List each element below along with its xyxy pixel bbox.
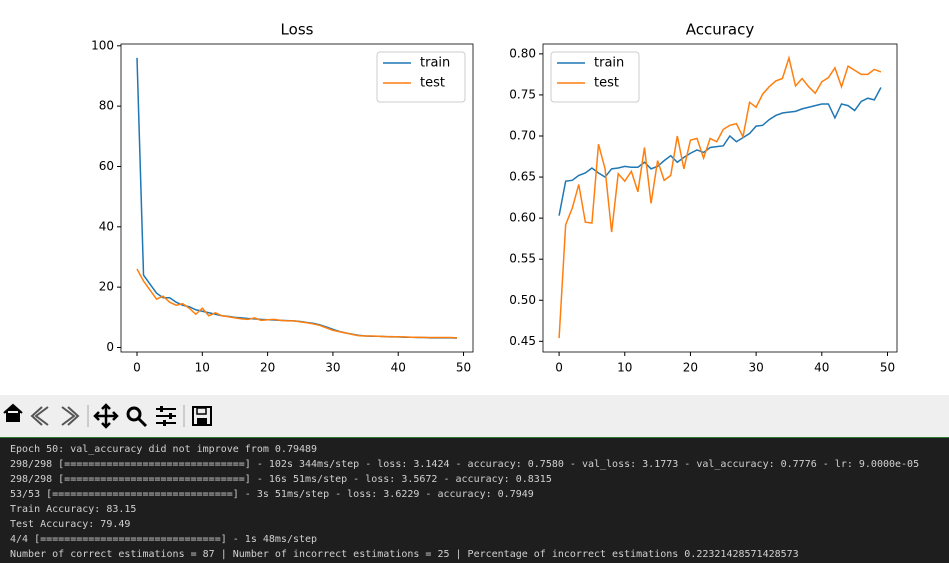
y-tick-label: 0.75 [509, 87, 536, 101]
terminal-line: Epoch 50: val_accuracy did not improve f… [10, 444, 318, 455]
y-tick-label: 100 [91, 38, 114, 52]
legend-label: test [420, 76, 445, 91]
x-tick-label: 40 [391, 361, 406, 375]
terminal-line: 53/53 [==============================] -… [10, 489, 534, 500]
x-tick-label: 30 [325, 361, 340, 375]
terminal-line: 298/298 [==============================]… [10, 474, 552, 485]
x-tick-label: 0 [555, 361, 563, 375]
forward-button[interactable] [61, 406, 80, 426]
x-tick-label: 30 [748, 361, 763, 375]
terminal-line: Train Accuracy: 83.15 [10, 504, 137, 515]
y-tick-label: 0 [106, 340, 114, 354]
home-button[interactable] [3, 403, 23, 422]
y-tick-label: 0.80 [509, 46, 536, 60]
x-tick-label: 20 [260, 361, 275, 375]
x-tick-label: 40 [814, 361, 829, 375]
legend-label: train [420, 56, 450, 71]
y-tick-label: 0.65 [509, 170, 536, 184]
x-tick-label: 50 [456, 361, 471, 375]
y-tick-label: 0.45 [509, 334, 536, 348]
terminal-line: 4/4 [==============================] - 1… [10, 534, 318, 545]
y-tick-label: 60 [99, 159, 114, 173]
y-tick-label: 0.50 [509, 293, 536, 307]
y-tick-label: 40 [99, 219, 114, 233]
y-tick-label: 0.70 [509, 128, 536, 142]
toolbar [0, 395, 949, 437]
legend-box [550, 51, 640, 103]
y-tick-label: 0.55 [509, 252, 536, 266]
zoom-button[interactable] [126, 406, 148, 428]
x-tick-label: 50 [880, 361, 895, 375]
x-tick-label: 10 [195, 361, 210, 375]
y-tick-label: 80 [99, 99, 114, 113]
save-button[interactable] [192, 406, 212, 426]
legend-label: test [594, 76, 619, 91]
plot-frame [120, 43, 474, 353]
plot-frame [542, 43, 898, 353]
terminal-line: Test Accuracy: 79.49 [10, 519, 131, 530]
terminal-line: Number of correct estimations = 87 | Num… [10, 549, 799, 560]
line-series [558, 55, 882, 339]
y-tick-label: 0.60 [509, 211, 536, 225]
pan-button[interactable] [93, 403, 119, 429]
legend: train test [550, 51, 640, 103]
chart-title: Accuracy [686, 21, 755, 39]
configure-button[interactable] [156, 406, 176, 426]
terminal-line: 298/298 [==============================]… [10, 459, 920, 470]
line-series [558, 87, 882, 216]
legend: train test [376, 51, 466, 103]
y-tick-label: 20 [99, 280, 114, 294]
back-button[interactable] [30, 406, 49, 426]
legend-label: train [594, 56, 624, 71]
chart-title: Loss [281, 21, 314, 39]
terminal: Epoch 50: val_accuracy did not improve f… [0, 437, 949, 563]
x-tick-label: 10 [617, 361, 632, 375]
line-series [136, 268, 458, 339]
x-tick-label: 0 [133, 361, 141, 375]
x-tick-label: 20 [683, 361, 698, 375]
legend-box [376, 51, 466, 103]
